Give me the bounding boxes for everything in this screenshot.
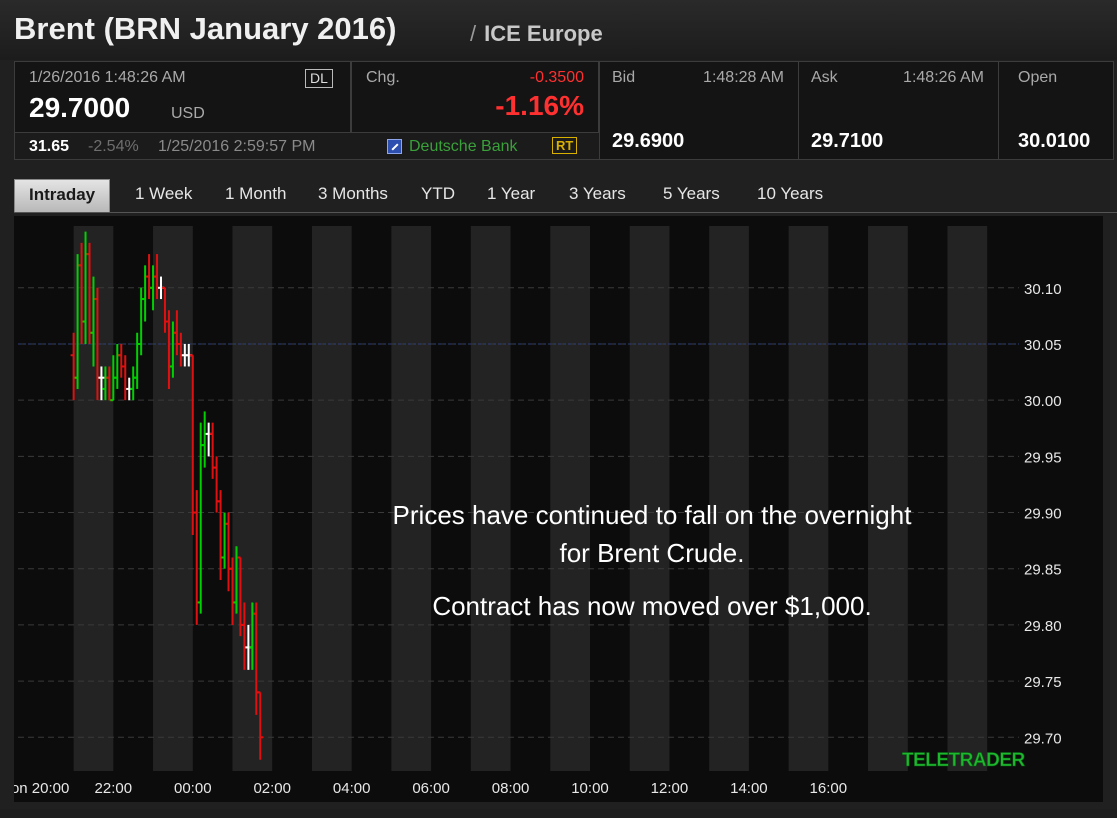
ask-cell: Ask 1:48:26 AM 29.7100 [799,62,999,159]
x-tick-label: 14:00 [730,780,768,797]
realtime-badge: RT [552,137,578,154]
hour-bands [73,226,988,771]
grid-lines [18,287,1019,738]
x-tick-label: 00:00 [174,780,212,797]
hour-band [311,226,352,771]
change-abs: -0.3500 [529,69,584,86]
chart-annotation: Prices have continued to fall on the ove… [332,496,972,625]
hour-band [470,226,511,771]
ask-label: Ask [811,69,838,86]
hour-band [232,226,273,771]
open-label: Open [1018,69,1058,86]
tab-ytd[interactable]: YTD [421,184,455,203]
tab-1-month[interactable]: 1 Month [225,184,287,203]
tab-10-years[interactable]: 10 Years [757,184,824,203]
x-tick-label: 04:00 [333,780,371,797]
x-tick-label: 06:00 [412,780,450,797]
exchange-name: ICE Europe [484,21,603,46]
footer-strip [0,809,1117,818]
tab-intraday[interactable]: Intraday [14,179,111,212]
bid-cell: Bid 1:48:28 AM 29.6900 [599,62,799,159]
tab-3-years[interactable]: 3 Years [569,184,626,203]
currency: USD [171,105,205,122]
x-tick-label: 12:00 [651,780,689,797]
hour-band [788,226,829,771]
last-timestamp: 1/26/2016 1:48:26 AM [29,69,186,86]
prev-close-strip: 31.65 -2.54% 1/25/2016 2:59:57 PM Deutsc… [15,132,599,159]
hour-band [550,226,590,771]
x-tick-label: 16:00 [810,780,848,797]
x-tick-label: 08:00 [492,780,530,797]
exchange-label: / ICE Europe [470,21,603,47]
bid-label: Bid [612,69,636,86]
open-value: 30.0100 [1018,130,1091,152]
y-tick-label: 29.85 [1024,562,1062,579]
tab-3-months[interactable]: 3 Months [318,184,388,203]
hour-band [391,226,432,771]
price-chart[interactable]: 29.70 29.75 29.80 29.85 29.90 29.95 30.00 30.05… [0,216,1103,802]
chart-svg: 29.70 29.75 29.80 29.85 29.90 29.95 30.00 30.05… [0,216,1103,802]
y-tick-label: 29.95 [1024,449,1062,466]
tab-1-year[interactable]: 1 Year [487,184,536,203]
y-tick-label: 30.10 [1024,281,1062,298]
x-tick-label: 02:00 [253,780,291,797]
y-axis: 29.70 29.75 29.80 29.85 29.90 29.95 30.00 30.05… [1024,281,1062,747]
open-cell: Open 30.0100 [999,62,1113,159]
period-tabs: Intraday 1 Week 1 Month 3 Months YTD 1 Y… [14,177,1117,213]
y-tick-label: 29.70 [1024,730,1062,747]
annotation-line-3: Contract has now moved over $1,000. [432,591,872,621]
hour-band [153,226,193,771]
y-tick-label: 29.80 [1024,618,1062,635]
header: Brent (BRN January 2016) / ICE Europe [0,0,1117,60]
y-tick-label: 29.90 [1024,506,1062,523]
y-tick-label: 30.05 [1024,337,1062,354]
x-tick-label: 10:00 [571,780,609,797]
prev-close: 31.65 [29,138,70,155]
annotation-line-1: Prices have continued to fall on the ove… [392,500,912,530]
delayed-badge: DL [305,69,333,88]
change-cell: Chg. -0.3500 -1.16% [351,62,599,132]
bid-value: 29.6900 [612,130,685,152]
ask-time: 1:48:26 AM [903,69,984,86]
hour-band [709,226,749,771]
prev-change-pct: -2.54% [88,138,139,155]
page-title: Brent (BRN January 2016) [14,11,397,46]
ohlc-bar [257,691,264,760]
hour-band [947,226,988,771]
bid-time: 1:48:28 AM [703,69,784,86]
tab-5-years[interactable]: 5 Years [663,184,720,203]
price-bars [70,231,264,760]
x-tick-label: Mon 20:00 [14,780,69,797]
hour-band [868,226,908,771]
annotation-line-2: for Brent Crude. [559,538,745,568]
x-axis: Mon 20:00 22:00 00:00 02:00 04:00 06:00 08:00 1… [0,780,848,797]
title-separator: / [470,21,477,46]
x-tick-label: 22:00 [95,780,133,797]
change-label: Chg. [366,69,400,86]
deutsche-bank-icon [387,139,402,154]
quote-panel: 1/26/2016 1:48:26 AM DL 29.7000 USD Chg.… [14,61,1114,160]
teletrader-watermark: TELETRADER [902,750,1026,771]
y-tick-label: 29.75 [1024,674,1062,691]
hour-band [629,226,670,771]
ask-value: 29.7100 [811,130,884,152]
source-name[interactable]: Deutsche Bank [409,138,518,155]
tab-1-week[interactable]: 1 Week [135,184,193,203]
last-price-cell: 1/26/2016 1:48:26 AM DL 29.7000 USD [15,62,351,132]
ohlc-bar [98,366,105,401]
change-pct: -1.16% [495,90,584,121]
y-tick-label: 30.00 [1024,393,1062,410]
last-price: 29.7000 [29,92,131,123]
prev-timestamp: 1/25/2016 2:59:57 PM [158,138,316,155]
